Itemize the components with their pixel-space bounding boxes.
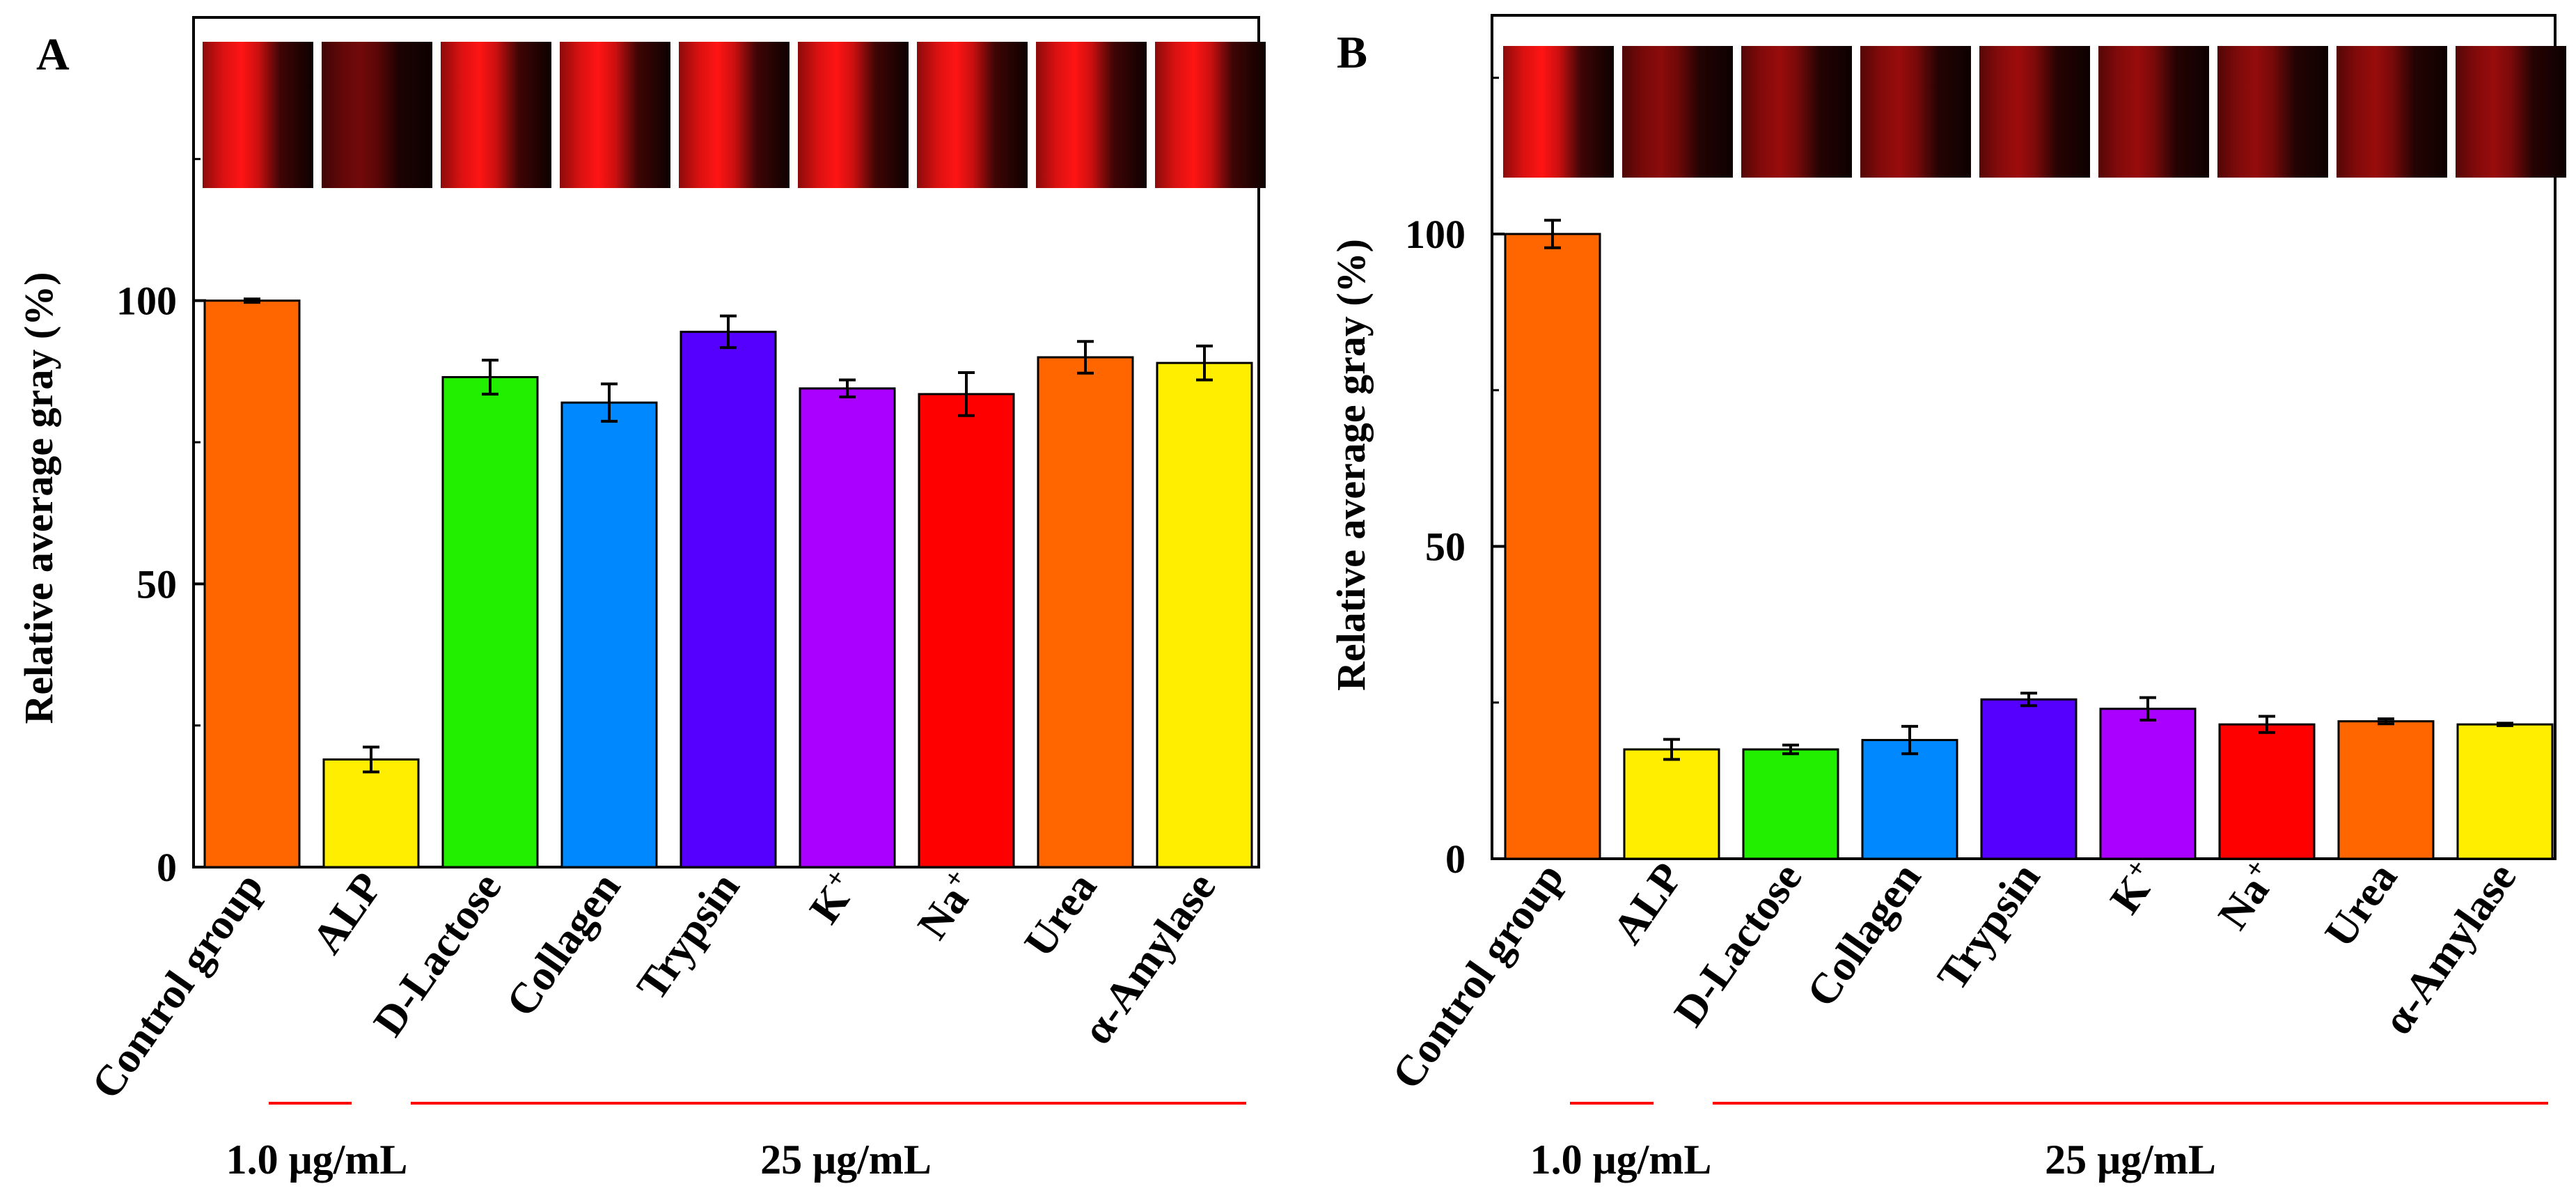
y-tick-label: 100 bbox=[1405, 212, 1466, 257]
fluorescence-strip bbox=[1622, 46, 1733, 178]
bar bbox=[1861, 739, 1958, 860]
fluorescence-strip bbox=[2337, 46, 2447, 178]
y-tick-label: 100 bbox=[116, 279, 177, 324]
error-bar bbox=[1901, 724, 1918, 756]
bar bbox=[2337, 720, 2435, 860]
error-bar bbox=[1196, 344, 1213, 382]
bar bbox=[441, 375, 539, 868]
panel-label: A bbox=[36, 29, 70, 80]
y-tick-label: 0 bbox=[157, 845, 177, 890]
bar bbox=[1742, 748, 1839, 860]
error-bar bbox=[1782, 743, 1799, 756]
bar bbox=[918, 393, 1015, 868]
group-label: 1.0 μg/mL bbox=[226, 1137, 408, 1183]
fluorescence-strip bbox=[1036, 42, 1147, 188]
fluorescence-strip bbox=[322, 42, 432, 188]
fluorescence-strip bbox=[1860, 46, 1971, 178]
fluorescence-strip bbox=[2098, 46, 2209, 178]
group-label: 25 μg/mL bbox=[760, 1137, 932, 1183]
bar bbox=[560, 401, 658, 868]
error-bar bbox=[482, 359, 498, 396]
category-label: Na+ bbox=[906, 862, 987, 947]
group-label: 25 μg/mL bbox=[2045, 1137, 2216, 1183]
category-label: ALP bbox=[1604, 855, 1693, 953]
error-bar bbox=[1077, 340, 1094, 375]
bar bbox=[680, 330, 777, 868]
y-tick-label: 0 bbox=[1445, 836, 1466, 882]
y-tick-label: 50 bbox=[1425, 524, 1466, 569]
fluorescence-strip bbox=[2217, 46, 2328, 178]
category-label: Trypsin bbox=[628, 864, 749, 1008]
fluorescence-strip bbox=[1503, 46, 1614, 178]
error-bar bbox=[2020, 692, 2037, 708]
fluorescence-strip bbox=[203, 42, 313, 188]
bar bbox=[1623, 748, 1720, 860]
chart-panel-a: A 0 50 100 Relative average gray (%) Control … bbox=[16, 16, 1266, 1183]
fluorescence-strip bbox=[1741, 46, 1852, 178]
chart-panel-b: B 0 50 100 Relative average gray (%) Control … bbox=[1328, 14, 2566, 1183]
bar bbox=[1504, 233, 1601, 860]
category-label: Trypsin bbox=[1929, 855, 2050, 999]
bar bbox=[322, 758, 420, 868]
category-label: Collagen bbox=[497, 864, 629, 1025]
y-axis-label: Relative average gray (%) bbox=[1328, 239, 1374, 691]
fluorescence-strip bbox=[2456, 46, 2566, 178]
error-bar bbox=[363, 745, 379, 774]
category-label: Control group bbox=[1383, 855, 1573, 1098]
fluorescence-strip bbox=[798, 42, 909, 188]
error-bar bbox=[2259, 715, 2275, 734]
fluorescence-strip bbox=[1979, 46, 2090, 178]
category-label: Urea bbox=[2316, 855, 2406, 956]
bar bbox=[1980, 698, 2078, 860]
error-bar bbox=[244, 297, 260, 304]
group-label: 1.0 μg/mL bbox=[1530, 1137, 1712, 1183]
error-bar bbox=[2497, 722, 2513, 727]
error-bar bbox=[2378, 717, 2394, 726]
fluorescence-strip bbox=[917, 42, 1028, 188]
fluorescence-strip bbox=[679, 42, 790, 188]
y-tick-label: 50 bbox=[136, 561, 177, 607]
panel-label: B bbox=[1337, 27, 1367, 78]
bar bbox=[799, 387, 896, 868]
category-label: Urea bbox=[1015, 864, 1106, 965]
bar bbox=[2218, 723, 2316, 860]
category-label: ALP bbox=[304, 864, 392, 963]
error-bar bbox=[839, 378, 856, 398]
error-bar bbox=[2139, 696, 2156, 722]
category-label: K+ bbox=[2098, 852, 2168, 922]
error-bar bbox=[720, 314, 737, 350]
bar bbox=[1037, 356, 1134, 868]
error-bar bbox=[1663, 738, 1680, 761]
error-bar bbox=[601, 382, 618, 423]
category-label: K+ bbox=[798, 862, 867, 932]
bar bbox=[1156, 361, 1253, 868]
category-label: Control group bbox=[83, 864, 273, 1107]
bar bbox=[203, 299, 301, 868]
bar bbox=[2456, 723, 2554, 860]
error-bar bbox=[958, 371, 975, 417]
bar bbox=[2099, 708, 2197, 860]
category-label: Collagen bbox=[1798, 855, 1930, 1015]
fluorescence-strip bbox=[1155, 42, 1266, 188]
y-axis-label: Relative average gray (%) bbox=[16, 272, 61, 724]
fluorescence-strip bbox=[560, 42, 670, 188]
error-bar bbox=[1544, 219, 1561, 249]
category-label: Na+ bbox=[2207, 852, 2288, 937]
fluorescence-strip bbox=[441, 42, 551, 188]
